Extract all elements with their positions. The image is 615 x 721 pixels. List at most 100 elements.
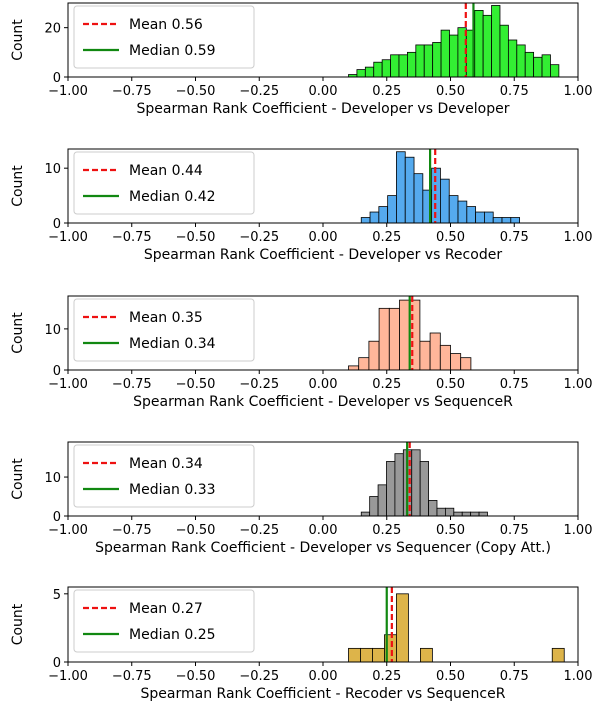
legend-entry: Median 0.25 <box>129 627 216 643</box>
histogram-bar <box>492 217 503 224</box>
x-tick-label: −0.25 <box>239 669 279 684</box>
x-tick-label: 0.75 <box>500 523 529 538</box>
histogram-bar <box>475 211 485 224</box>
x-tick-label: −0.50 <box>176 523 216 538</box>
histogram-bar <box>482 14 492 78</box>
histogram-bar <box>387 195 397 224</box>
histogram-bar <box>372 647 385 663</box>
y-tick-label: 10 <box>44 323 61 338</box>
x-tick-label: −0.75 <box>112 377 152 392</box>
x-tick-label: 0.50 <box>436 377 465 392</box>
legend: Mean 0.34 Median 0.33 <box>73 444 255 508</box>
histogram-bar <box>369 496 379 517</box>
histogram-bar <box>501 217 512 224</box>
legend-entry: Mean 0.35 <box>129 310 203 326</box>
legend-entry: Mean 0.27 <box>129 601 203 617</box>
histogram-bar <box>356 69 366 78</box>
x-axis-label: Spearman Rank Coefficient - Developer vs… <box>144 247 502 263</box>
histogram-bar <box>457 200 468 224</box>
x-tick-label: −0.75 <box>112 84 152 99</box>
x-tick-label: −0.25 <box>239 377 279 392</box>
histogram-bar <box>439 344 451 371</box>
histogram-bar <box>360 217 371 224</box>
histogram-bar <box>541 54 551 78</box>
histogram-bar <box>524 51 535 78</box>
histogram-bar <box>420 647 433 663</box>
histogram-bar <box>484 211 494 224</box>
legend-entry: Mean 0.44 <box>129 163 203 179</box>
x-tick-label: 0.00 <box>309 84 338 99</box>
x-tick-label: 1.00 <box>564 230 593 245</box>
x-tick-label: −0.25 <box>239 84 279 99</box>
y-axis-label: Count <box>10 312 26 354</box>
y-tick-label: 0 <box>53 71 61 86</box>
histogram-bar <box>415 44 425 78</box>
x-tick-label: 0.75 <box>500 377 529 392</box>
x-tick-label: −0.25 <box>239 230 279 245</box>
histogram-panel-4: −1.00 −0.75 −0.50 −0.25 0.00 0.25 0.50 0.75 1.00… <box>10 441 592 556</box>
histogram-bar <box>358 357 370 371</box>
histogram-bar <box>348 365 360 371</box>
histogram-bar <box>550 64 560 78</box>
histogram-bar <box>507 39 518 78</box>
histogram-bar <box>348 647 361 663</box>
histogram-bar <box>440 29 450 78</box>
legend-entry: Median 0.34 <box>129 336 216 352</box>
legend-box <box>73 444 255 508</box>
histogram-bar <box>478 511 488 517</box>
x-tick-label: −1.00 <box>48 523 88 538</box>
x-tick-label: 0.25 <box>372 523 401 538</box>
histogram-bar <box>381 59 391 78</box>
histogram-bar <box>551 647 565 663</box>
histogram-panel-1: −1.00 −0.75 −0.50 −0.25 0.00 0.25 0.50 0.75 1.00… <box>10 2 592 117</box>
histogram-panel-3: −1.00 −0.75 −0.50 −0.25 0.00 0.25 0.50 0.75 1.00… <box>10 295 592 410</box>
histogram-bar <box>396 593 409 663</box>
histogram-panel-5: −1.00 −0.75 −0.50 −0.25 0.00 0.25 0.50 0.75 1.00… <box>10 586 593 702</box>
legend-entry: Median 0.42 <box>129 189 216 205</box>
x-tick-label: 0.00 <box>309 377 338 392</box>
x-tick-label: −1.00 <box>48 230 88 245</box>
histogram-bar <box>419 340 431 371</box>
x-tick-label: 0.50 <box>436 230 465 245</box>
histogram-bar <box>377 484 387 517</box>
x-axis-label: Spearman Rank Coefficient - Developer vs… <box>137 101 510 117</box>
histogram-bar <box>373 61 383 78</box>
histogram-bar <box>364 66 375 78</box>
histogram-bar <box>449 34 459 78</box>
histogram-bar <box>394 453 404 517</box>
x-axis-label: Spearman Rank Coefficient - Developer vs… <box>133 394 513 410</box>
histogram-bar <box>398 54 408 78</box>
x-tick-label: −1.00 <box>48 669 88 684</box>
histogram-bar <box>390 54 400 78</box>
y-tick-label: 0 <box>53 364 61 379</box>
histogram-bar <box>423 44 434 78</box>
histogram-bar <box>368 340 380 371</box>
histogram-bar <box>461 511 472 517</box>
x-tick-label: 0.25 <box>372 230 401 245</box>
x-axis-label: Spearman Rank Coefficient - Recoder vs S… <box>141 686 506 702</box>
histogram-bar <box>429 332 441 371</box>
x-tick-label: 0.00 <box>309 669 338 684</box>
y-tick-label: 0 <box>53 217 61 232</box>
histogram-bar <box>369 211 380 224</box>
y-tick-label: 0 <box>53 510 61 525</box>
y-tick-label: 0 <box>53 656 61 671</box>
legend-box <box>73 298 255 362</box>
x-tick-label: 0.25 <box>372 84 401 99</box>
x-tick-label: 1.00 <box>564 669 593 684</box>
histogram-panel-2: −1.00 −0.75 −0.50 −0.25 0.00 0.25 0.50 0.75 1.00… <box>10 148 593 263</box>
y-tick-label: 20 <box>44 22 61 37</box>
histogram-bar <box>378 206 389 224</box>
legend-box <box>73 589 255 653</box>
y-axis-label: Count <box>10 19 26 61</box>
histogram-bar <box>533 56 543 78</box>
histogram-bar <box>510 217 521 224</box>
histogram-bar <box>388 307 400 371</box>
histogram-bar <box>453 511 463 517</box>
legend-entry: Median 0.59 <box>129 43 216 59</box>
x-tick-label: 0.50 <box>436 84 465 99</box>
y-axis-label: Count <box>10 458 26 500</box>
histogram-bar <box>411 449 421 517</box>
x-tick-label: −0.50 <box>176 84 216 99</box>
x-tick-label: −1.00 <box>48 377 88 392</box>
